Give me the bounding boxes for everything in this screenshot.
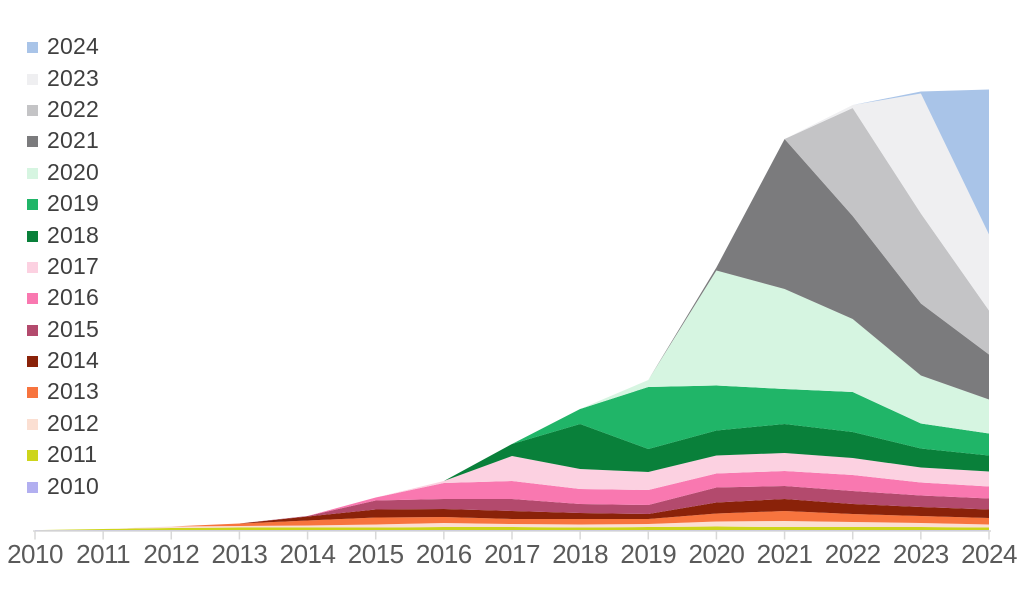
area-2020[interactable] bbox=[580, 270, 989, 434]
x-axis-label-2010: 2010 bbox=[7, 539, 63, 569]
x-axis-label-2015: 2015 bbox=[348, 539, 404, 569]
legend-item-2021[interactable]: 2021 bbox=[27, 125, 99, 156]
legend-swatch-icon bbox=[27, 42, 38, 54]
chart-legend: 2024 2023 2022 2021 2020 2019 2018 2017 2016 2015… bbox=[27, 31, 99, 502]
legend-swatch-icon bbox=[27, 199, 38, 211]
legend-swatch-icon bbox=[27, 167, 38, 179]
area-2016[interactable] bbox=[307, 471, 990, 516]
legend-label: 2010 bbox=[47, 472, 99, 499]
area-layers bbox=[35, 89, 990, 531]
x-axis-label-2012: 2012 bbox=[143, 539, 199, 569]
legend-swatch-icon bbox=[27, 104, 38, 116]
area-2019[interactable] bbox=[512, 385, 989, 456]
x-axis-label-2013: 2013 bbox=[212, 539, 268, 569]
legend-swatch-icon bbox=[27, 387, 38, 399]
legend-swatch-icon bbox=[27, 450, 38, 462]
legend-swatch-icon bbox=[27, 481, 38, 493]
legend-label: 2017 bbox=[47, 252, 99, 279]
x-axis-label-2014: 2014 bbox=[280, 539, 336, 569]
x-axis bbox=[33, 530, 991, 540]
legend-label: 2024 bbox=[47, 33, 99, 60]
legend-item-2018[interactable]: 2018 bbox=[27, 219, 99, 250]
legend-swatch-icon bbox=[27, 230, 38, 242]
legend-item-2014[interactable]: 2014 bbox=[27, 345, 99, 376]
legend-label: 2020 bbox=[47, 158, 99, 185]
legend-swatch-icon bbox=[27, 324, 38, 336]
area-2023[interactable] bbox=[784, 93, 989, 311]
legend-item-2022[interactable]: 2022 bbox=[27, 94, 99, 125]
legend-label: 2013 bbox=[47, 378, 99, 405]
x-axis-label-2019: 2019 bbox=[620, 539, 676, 569]
x-axis-label-2016: 2016 bbox=[416, 539, 472, 569]
legend-item-2024[interactable]: 2024 bbox=[27, 31, 99, 62]
legend-label: 2016 bbox=[47, 284, 99, 311]
x-axis-labels: 2010 2011 2012 2013 2014 2015 2016 2017 2018 2019… bbox=[7, 539, 1017, 569]
x-axis-label-2023: 2023 bbox=[893, 539, 949, 569]
legend-label: 2022 bbox=[47, 95, 99, 122]
x-axis-label-2011: 2011 bbox=[76, 539, 130, 569]
area-2015[interactable] bbox=[239, 486, 989, 524]
area-2018[interactable] bbox=[443, 424, 989, 481]
legend-item-2012[interactable]: 2012 bbox=[27, 408, 99, 439]
x-axis-label-2018: 2018 bbox=[552, 539, 608, 569]
area-2011[interactable] bbox=[35, 526, 989, 531]
x-axis-label-2020: 2020 bbox=[689, 539, 745, 569]
legend-item-2015[interactable]: 2015 bbox=[27, 314, 99, 345]
area-2012[interactable] bbox=[103, 521, 990, 529]
x-axis-label-2017: 2017 bbox=[484, 539, 540, 569]
legend-label: 2014 bbox=[47, 347, 99, 374]
legend-swatch-icon bbox=[27, 73, 38, 85]
legend-label: 2011 bbox=[47, 441, 98, 468]
legend-swatch-icon bbox=[27, 356, 38, 368]
legend-swatch-icon bbox=[27, 261, 38, 273]
legend-item-2011[interactable]: 2011 bbox=[27, 439, 99, 470]
x-axis-label-2021: 2021 bbox=[757, 539, 813, 569]
legend-label: 2019 bbox=[47, 190, 99, 217]
legend-item-2016[interactable]: 2016 bbox=[27, 282, 99, 313]
legend-label: 2021 bbox=[47, 127, 99, 154]
x-axis-label-2022: 2022 bbox=[825, 539, 881, 569]
legend-label: 2015 bbox=[47, 315, 99, 342]
legend-item-2019[interactable]: 2019 bbox=[27, 188, 99, 219]
area-2021[interactable] bbox=[648, 139, 989, 400]
area-2014[interactable] bbox=[239, 499, 989, 524]
legend-swatch-icon bbox=[27, 418, 38, 430]
legend-label: 2012 bbox=[47, 409, 99, 436]
legend-label: 2023 bbox=[47, 64, 99, 91]
x-axis-label-2024: 2024 bbox=[961, 539, 1017, 569]
legend-item-2020[interactable]: 2020 bbox=[27, 157, 99, 188]
legend-item-2023[interactable]: 2023 bbox=[27, 62, 99, 93]
legend-swatch-icon bbox=[27, 293, 38, 305]
legend-swatch-icon bbox=[27, 136, 38, 148]
area-2022[interactable] bbox=[784, 108, 989, 355]
area-2017[interactable] bbox=[375, 453, 989, 498]
area-2013[interactable] bbox=[171, 511, 990, 527]
legend-item-2010[interactable]: 2010 bbox=[27, 470, 99, 501]
legend-label: 2018 bbox=[47, 221, 99, 248]
legend-item-2017[interactable]: 2017 bbox=[27, 251, 99, 282]
legend-item-2013[interactable]: 2013 bbox=[27, 376, 99, 407]
area-2024[interactable] bbox=[852, 89, 989, 235]
